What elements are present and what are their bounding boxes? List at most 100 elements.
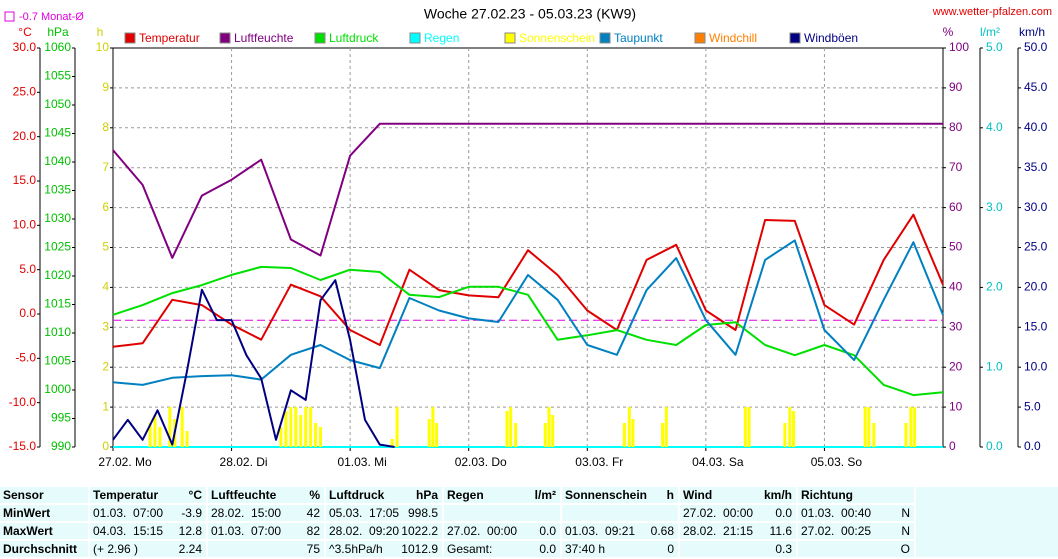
cell-time: 27.02. 00:25 bbox=[801, 524, 872, 538]
legend-swatch bbox=[124, 32, 136, 44]
series-line bbox=[112, 213, 944, 348]
header-name: Sonnenschein bbox=[565, 488, 648, 502]
cell-time: Gesamt: bbox=[447, 542, 493, 556]
y-tick-label: 40 bbox=[949, 280, 963, 294]
x-tick-label: 03.03. Fr bbox=[575, 455, 623, 469]
data-cell: 05.03. 17:05 998.5 bbox=[326, 505, 442, 521]
sunshine-bar bbox=[509, 407, 513, 447]
header-cell: Sensor bbox=[0, 487, 88, 503]
source: www.wetter-pfalzen.com bbox=[932, 6, 1052, 18]
sunshine-bar bbox=[543, 423, 547, 447]
header-name: Temperatur bbox=[93, 488, 159, 502]
y-tick-label: 25.0 bbox=[13, 85, 37, 99]
legend-label: Regen bbox=[424, 31, 459, 45]
y-tick-label: 30.0 bbox=[1024, 200, 1048, 214]
y-tick-label: 100 bbox=[949, 40, 969, 54]
sunshine-bar bbox=[279, 427, 283, 447]
row-label: MinWert bbox=[3, 506, 51, 520]
sunshine-bar bbox=[867, 407, 871, 447]
y-tick-label: 8 bbox=[102, 120, 109, 134]
y-tick-label: 5.0 bbox=[986, 40, 1003, 54]
sunshine-bar bbox=[319, 427, 322, 447]
y-tick-label: 20.0 bbox=[1024, 280, 1048, 294]
y-tick-label: 10.0 bbox=[1024, 359, 1048, 373]
y-tick-label: 1000 bbox=[44, 382, 71, 396]
legend-label: Taupunkt bbox=[614, 31, 663, 45]
sunshine-bar bbox=[904, 423, 908, 447]
y-tick-label: 1035 bbox=[44, 183, 71, 197]
header-name: Richtung bbox=[801, 488, 853, 502]
cell-value: O bbox=[900, 542, 910, 556]
y-tick-label: 1030 bbox=[44, 211, 71, 225]
cell-value: 75 bbox=[306, 542, 320, 556]
y-tick-label: 0 bbox=[949, 439, 956, 453]
data-cell: 27.02. 00:00 0.0 bbox=[444, 523, 560, 539]
cell-value: 82 bbox=[306, 524, 320, 538]
y-tick-label: 10 bbox=[96, 40, 110, 54]
sunshine-bar bbox=[863, 407, 867, 447]
row-label-cell: MaxWert bbox=[0, 523, 88, 539]
table-filler bbox=[916, 487, 1058, 557]
legend-label: Luftfeuchte bbox=[234, 31, 294, 45]
sunshine-bar bbox=[551, 415, 555, 447]
y-tick-label: 4 bbox=[102, 280, 109, 294]
y-tick-label: 4.0 bbox=[986, 120, 1003, 134]
y-tick-label: 45.0 bbox=[1024, 80, 1048, 94]
cell-value: 42 bbox=[306, 506, 320, 520]
row-label: MaxWert bbox=[3, 524, 53, 538]
y-tick-label: 1005 bbox=[44, 354, 71, 368]
sunshine-bar bbox=[664, 407, 668, 447]
cell-time: 28.02. 15:00 bbox=[211, 506, 282, 520]
header-unit: km/h bbox=[763, 488, 792, 502]
cell-time: 01.03. 07:00 bbox=[211, 524, 282, 538]
sunshine-bar bbox=[294, 407, 298, 447]
header-name: Luftdruck bbox=[329, 488, 385, 502]
y-tick-label: 9 bbox=[102, 80, 109, 94]
axis-unit: h bbox=[97, 25, 104, 39]
y-tick-label: 5.0 bbox=[1024, 399, 1041, 413]
cell-time: 27.02. 00:00 bbox=[683, 506, 754, 520]
reference-icon bbox=[4, 11, 15, 22]
y-tick-label: 5.0 bbox=[19, 262, 36, 276]
y-tick-label: 50 bbox=[949, 240, 963, 254]
sunshine-bar bbox=[435, 423, 439, 447]
header-name: Luftfeuchte bbox=[211, 488, 277, 502]
header-unit: h bbox=[666, 488, 674, 502]
row-label-cell: Durchschnitt bbox=[0, 541, 88, 557]
header-name: Sensor bbox=[3, 488, 44, 502]
y-tick-label: -10.0 bbox=[9, 395, 37, 409]
legend-swatch bbox=[219, 32, 231, 44]
sunshine-bar bbox=[427, 419, 431, 447]
cell-time: 27.02. 00:00 bbox=[447, 524, 518, 538]
legend-label: Luftdruck bbox=[329, 31, 379, 45]
sunshine-bar bbox=[185, 431, 189, 447]
axis-unit: l/m² bbox=[980, 25, 1000, 39]
cell-time: 28.02. 09:20 bbox=[329, 524, 400, 538]
series-line bbox=[112, 265, 944, 397]
series-line bbox=[112, 279, 395, 448]
y-tick-label: 1.0 bbox=[986, 359, 1003, 373]
sunshine-bar bbox=[872, 423, 876, 447]
legend-label: Sonnenschein bbox=[519, 31, 595, 45]
series-line bbox=[112, 122, 943, 259]
sunshine-bar bbox=[622, 423, 626, 447]
cell-value: 0.68 bbox=[650, 524, 674, 538]
y-tick-label: 20.0 bbox=[13, 129, 37, 143]
x-tick-label: 28.02. Di bbox=[220, 455, 268, 469]
sunshine-bar bbox=[743, 407, 747, 447]
y-tick-label: 10.0 bbox=[13, 218, 37, 232]
data-cell: 0.3 bbox=[680, 541, 796, 557]
y-tick-label: 995 bbox=[51, 411, 71, 425]
header-name: Regen bbox=[447, 488, 484, 502]
data-cell: 01.03. 00:40 N bbox=[798, 505, 914, 521]
cell-value: 998.5 bbox=[407, 506, 438, 520]
stats-table: Sensor Temperatur °C Luftfeuchte% Luftdruck h… bbox=[0, 487, 1058, 559]
axis-unit: °C bbox=[18, 25, 32, 39]
data-cell: 28.02. 15:00 42 bbox=[208, 505, 324, 521]
y-tick-label: 6 bbox=[102, 200, 109, 214]
sunshine-bar bbox=[627, 407, 631, 447]
data-cell: 27.02. 00:00 0.0 bbox=[680, 505, 796, 521]
data-cell: 01.03. 07:00 -3.9 bbox=[90, 505, 206, 521]
y-tick-label: 35.0 bbox=[1024, 160, 1048, 174]
legend-label: Temperatur bbox=[139, 31, 200, 45]
